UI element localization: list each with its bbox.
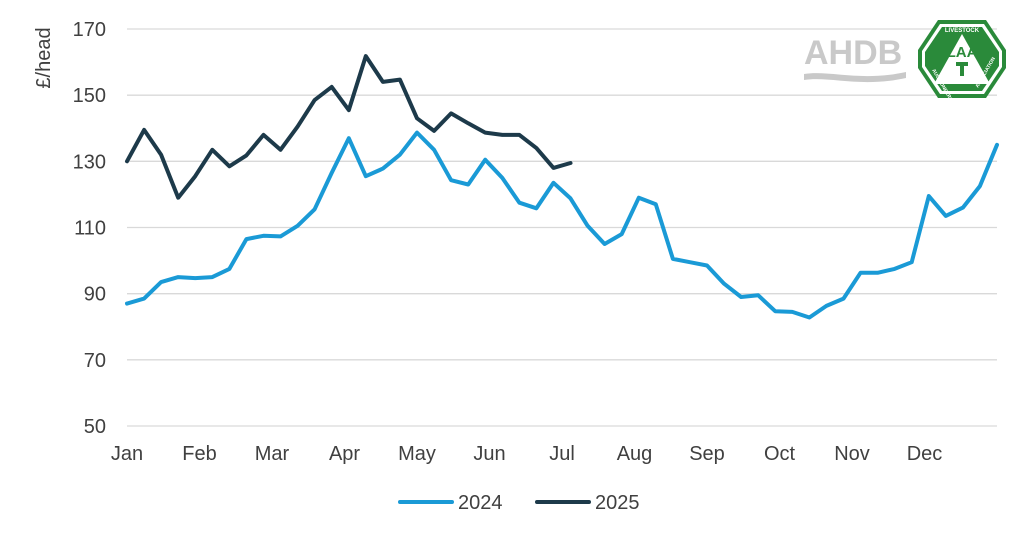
y-axis-ticks: 50 70 90 110 130 150 170 — [73, 19, 106, 438]
y-tick-label: 150 — [73, 85, 106, 107]
y-tick-label: 50 — [84, 416, 106, 438]
legend: 2024 2025 — [398, 492, 640, 514]
svg-text:AHDB: AHDB — [804, 34, 902, 72]
x-tick-label: Mar — [255, 443, 290, 465]
x-tick-label: Jan — [111, 443, 143, 465]
series-line-2025 — [125, 54, 573, 200]
x-axis-ticks: Jan Feb Mar Apr May Jun Jul Aug Sep Oct Nov Dec — [111, 443, 942, 465]
series-line-2024 — [125, 130, 999, 320]
y-tick-label: 110 — [74, 218, 106, 240]
y-axis-label: £/head — [33, 27, 55, 88]
x-tick-label: Dec — [907, 443, 943, 465]
laa-logo: LIVESTOCK LAA AUCTIONEERS ASSOCIATION — [916, 18, 1008, 103]
y-tick-label: 70 — [84, 350, 106, 372]
y-tick-label: 90 — [84, 284, 106, 306]
legend-label: 2025 — [595, 492, 640, 514]
x-tick-label: May — [398, 443, 436, 465]
x-tick-label: Jul — [549, 443, 575, 465]
y-tick-label: 130 — [73, 151, 106, 173]
svg-text:LAA: LAA — [947, 44, 978, 61]
x-tick-label: Nov — [834, 443, 870, 465]
x-tick-label: Apr — [329, 443, 360, 465]
series-lines — [125, 54, 999, 320]
x-tick-label: Sep — [689, 443, 725, 465]
x-tick-label: Aug — [617, 443, 653, 465]
ahdb-logo: AHDB — [800, 22, 910, 94]
x-tick-label: Jun — [473, 443, 505, 465]
y-tick-label: 170 — [73, 19, 106, 41]
x-tick-label: Oct — [764, 443, 796, 465]
gridlines — [127, 28, 997, 427]
x-tick-label: Feb — [182, 443, 216, 465]
svg-text:LIVESTOCK: LIVESTOCK — [945, 28, 980, 34]
legend-label: 2024 — [458, 492, 503, 514]
